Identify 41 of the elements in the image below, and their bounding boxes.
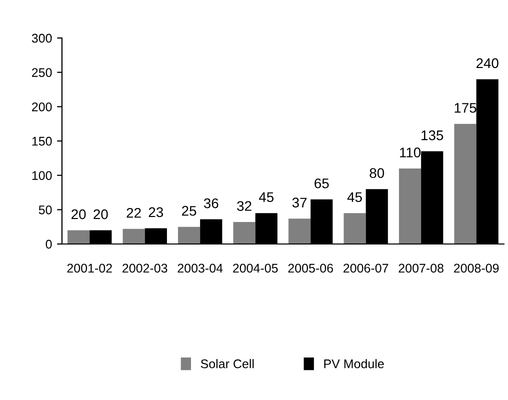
y-tick-label: 100 bbox=[32, 171, 52, 180]
bar bbox=[344, 213, 366, 244]
bar bbox=[233, 222, 256, 244]
data-label: 45 bbox=[347, 192, 362, 202]
data-label: 110 bbox=[400, 148, 421, 158]
data-label: 20 bbox=[72, 209, 86, 220]
data-label: 135 bbox=[422, 130, 444, 140]
x-tick-label: 2005-06 bbox=[288, 264, 333, 273]
bar bbox=[288, 218, 311, 244]
data-label: 32 bbox=[237, 201, 252, 211]
x-tick-label: 2003-04 bbox=[178, 264, 223, 273]
y-tick-label: 150 bbox=[32, 136, 52, 146]
y-tick-label: 300 bbox=[32, 34, 52, 43]
data-label: 65 bbox=[314, 178, 329, 188]
bar bbox=[68, 230, 90, 244]
data-label: 20 bbox=[94, 209, 108, 220]
x-tick-label: 2008-09 bbox=[454, 264, 499, 273]
data-label: 80 bbox=[370, 168, 384, 178]
x-tick-label: 2004-05 bbox=[233, 264, 278, 273]
data-label: 22 bbox=[126, 208, 141, 218]
bar bbox=[122, 228, 145, 244]
y-tick-label: 50 bbox=[38, 205, 52, 214]
data-label: 175 bbox=[454, 103, 476, 113]
x-tick-label: 2007-08 bbox=[398, 264, 444, 273]
legend-label: PV Module bbox=[324, 359, 384, 368]
data-label: 23 bbox=[148, 207, 164, 218]
data-label: 240 bbox=[476, 58, 498, 68]
data-label: 45 bbox=[258, 192, 274, 202]
y-tick-label: 250 bbox=[32, 68, 52, 77]
data-label: 25 bbox=[182, 206, 196, 216]
bar bbox=[454, 124, 476, 244]
data-label: 36 bbox=[204, 198, 218, 208]
x-tick-label: 2002-03 bbox=[122, 264, 168, 273]
x-tick-label: 2006-07 bbox=[344, 264, 388, 273]
x-tick-label: 2001-02 bbox=[67, 264, 112, 273]
y-tick-label: 0 bbox=[46, 240, 52, 249]
y-tick-label: 200 bbox=[32, 102, 52, 112]
bar bbox=[178, 226, 200, 244]
bar bbox=[398, 168, 422, 244]
legend-label: Solar Cell bbox=[200, 359, 254, 368]
data-label: 37 bbox=[292, 198, 307, 208]
